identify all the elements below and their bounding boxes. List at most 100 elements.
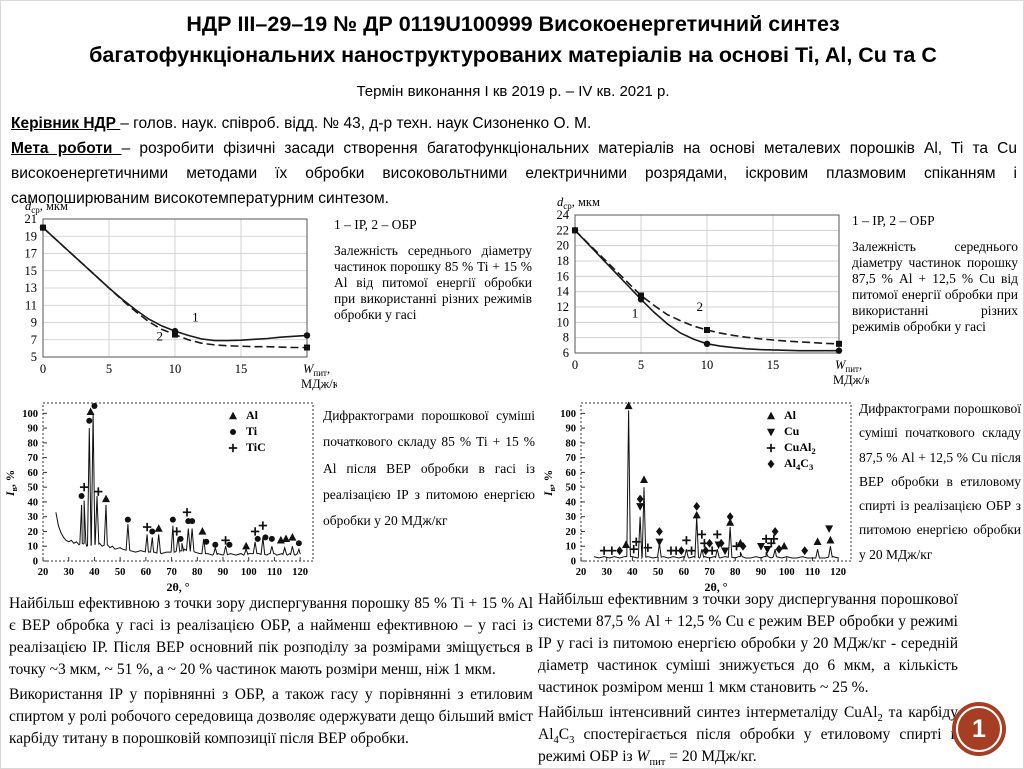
svg-text:TiC: TiC xyxy=(246,440,266,454)
line-legend-note-left: 1 – ІР, 2 – ОБР xyxy=(334,217,417,232)
svg-text:2: 2 xyxy=(696,299,703,314)
badge-number: 1 xyxy=(972,714,986,743)
conclusions-right: Найбільш ефективним з точки зору дисперг… xyxy=(538,589,958,768)
title-line-2: багатофункціональних наноструктурованих … xyxy=(89,43,937,67)
svg-text:100: 100 xyxy=(779,567,795,578)
svg-text:15: 15 xyxy=(767,358,780,372)
svg-text:0: 0 xyxy=(571,557,576,568)
svg-text:30: 30 xyxy=(601,567,612,578)
svg-text:50: 50 xyxy=(115,567,126,578)
svg-text:20: 20 xyxy=(566,527,577,538)
svg-text:90: 90 xyxy=(756,567,767,578)
svg-text:14: 14 xyxy=(557,285,570,299)
svg-text:70: 70 xyxy=(166,567,177,578)
badge-ring xyxy=(956,706,1002,752)
svg-text:Iв, %: Iв, % xyxy=(5,470,19,497)
svg-text:70: 70 xyxy=(704,567,715,578)
svg-text:13: 13 xyxy=(25,281,38,295)
meta-leader-label: Керівник НДР xyxy=(11,115,121,132)
svg-text:90: 90 xyxy=(566,424,577,435)
svg-text:80: 80 xyxy=(730,567,741,578)
svg-text:10: 10 xyxy=(169,362,182,376)
svg-text:90: 90 xyxy=(28,424,39,435)
svg-text:100: 100 xyxy=(560,409,576,420)
svg-text:110: 110 xyxy=(805,567,820,578)
svg-text:17: 17 xyxy=(25,247,38,261)
svg-text:Al4C3: Al4C3 xyxy=(784,456,813,472)
svg-text:5: 5 xyxy=(638,358,644,372)
svg-text:12: 12 xyxy=(557,300,570,314)
svg-text:80: 80 xyxy=(192,567,203,578)
svg-text:15: 15 xyxy=(235,362,248,376)
svg-text:30: 30 xyxy=(566,512,577,523)
svg-text:CuAl2: CuAl2 xyxy=(784,440,816,456)
title-line-1: НДР ІІІ–29–19 № ДР 0119U100999 Високоене… xyxy=(186,12,840,36)
meta-leader-text: – голов. наук. співроб. відд. № 43, д-р … xyxy=(120,115,592,132)
svg-text:20: 20 xyxy=(557,239,570,253)
svg-text:1: 1 xyxy=(632,306,639,321)
meta-goal-text: – розробити фізичні засади створення баг… xyxy=(11,140,1017,207)
meta-block: Керівник НДР – голов. наук. співроб. від… xyxy=(11,111,1017,211)
svg-text:5: 5 xyxy=(31,350,37,364)
svg-text:60: 60 xyxy=(141,567,152,578)
svg-text:100: 100 xyxy=(22,409,38,420)
line-chart-ti-al-note: 1 – ІР, 2 – ОБР Залежність середнього ді… xyxy=(334,217,532,323)
svg-text:80: 80 xyxy=(28,438,39,449)
svg-text:20: 20 xyxy=(576,567,587,578)
svg-text:Al: Al xyxy=(246,408,259,422)
conclusions-left: Найбільш ефективною з точки зору дисперг… xyxy=(9,593,533,753)
meta-goal-label: Мета роботи xyxy=(11,140,122,157)
svg-text:5: 5 xyxy=(106,362,112,376)
svg-text:50: 50 xyxy=(28,483,39,494)
svg-text:15: 15 xyxy=(25,264,38,278)
svg-text:30: 30 xyxy=(63,567,74,578)
svg-text:7: 7 xyxy=(31,333,37,347)
svg-text:0: 0 xyxy=(33,557,38,568)
svg-text:90: 90 xyxy=(218,567,229,578)
meta-leader: Керівник НДР – голов. наук. співроб. від… xyxy=(11,111,1017,136)
line-chart-al-cu-note: 1 – ІР, 2 – ОБР Залежність середнього ді… xyxy=(852,213,1018,335)
line-chart-al-cu: 6 8 10 12 14 16 18 20 22 24 0 5 10 15 dср, мкм Wпит, МДж… xyxy=(537,193,876,398)
svg-text:Cu: Cu xyxy=(784,424,800,438)
svg-text:2θ, °: 2θ, ° xyxy=(166,580,189,594)
xrd-caption-right: Дифрактограми порошкової суміші початков… xyxy=(859,401,1021,562)
svg-text:40: 40 xyxy=(627,567,638,578)
svg-text:22: 22 xyxy=(557,223,570,237)
svg-text:60: 60 xyxy=(679,567,690,578)
svg-text:10: 10 xyxy=(701,358,714,372)
svg-text:Iв, %: Iв, % xyxy=(543,470,557,497)
conclusions-left-p2: Використання ІР у порівнянні з ОБР, а та… xyxy=(9,686,533,747)
svg-text:1: 1 xyxy=(192,310,199,325)
xrd-chart-ti-al: 0 10 20 30 40 50 60 70 80 90 100 20 30 40 50 60 70 80 90 10… xyxy=(3,397,321,602)
svg-text:Al: Al xyxy=(784,408,797,422)
svg-text:24: 24 xyxy=(557,208,570,222)
meta-goal: Мета роботи – розробити фізичні засади с… xyxy=(11,136,1017,211)
svg-text:Wпит,: Wпит, xyxy=(835,358,862,374)
svg-text:60: 60 xyxy=(28,468,39,479)
svg-text:10: 10 xyxy=(557,315,570,329)
conclusions-left-p1: Найбільш ефективною з точки зору дисперг… xyxy=(9,595,533,678)
svg-text:МДж/кг: МДж/кг xyxy=(301,377,337,391)
svg-text:40: 40 xyxy=(89,567,100,578)
svg-text:10: 10 xyxy=(28,542,39,553)
svg-text:100: 100 xyxy=(241,567,257,578)
svg-text:50: 50 xyxy=(566,483,577,494)
svg-text:120: 120 xyxy=(292,567,308,578)
svg-text:6: 6 xyxy=(563,346,569,360)
svg-text:2: 2 xyxy=(157,329,164,344)
svg-text:dср, мкм: dср, мкм xyxy=(557,195,600,211)
svg-text:10: 10 xyxy=(566,542,577,553)
svg-text:9: 9 xyxy=(31,316,37,330)
slide-subtitle: Термін виконання І кв 2019 р. – IV кв. 2… xyxy=(356,83,670,100)
svg-text:0: 0 xyxy=(572,358,578,372)
svg-text:2θ, °: 2θ, ° xyxy=(704,580,727,594)
page-number-badge: 1 xyxy=(952,702,1006,756)
xrd-caption-left: Дифрактограми порошкової суміші початков… xyxy=(323,408,535,529)
xrd-chart-al-cu: 0 10 20 30 40 50 60 70 80 90 100 20 30 40 50 60 70 80 90 10… xyxy=(541,397,859,602)
svg-text:МДж/кг: МДж/кг xyxy=(833,373,869,387)
svg-text:110: 110 xyxy=(267,567,282,578)
slide-title: НДР ІІІ–29–19 № ДР 0119U100999 Високоене… xyxy=(1,9,1023,71)
svg-text:60: 60 xyxy=(566,468,577,479)
line-caption-left: Залежність середнього діаметру частинок … xyxy=(334,243,532,322)
